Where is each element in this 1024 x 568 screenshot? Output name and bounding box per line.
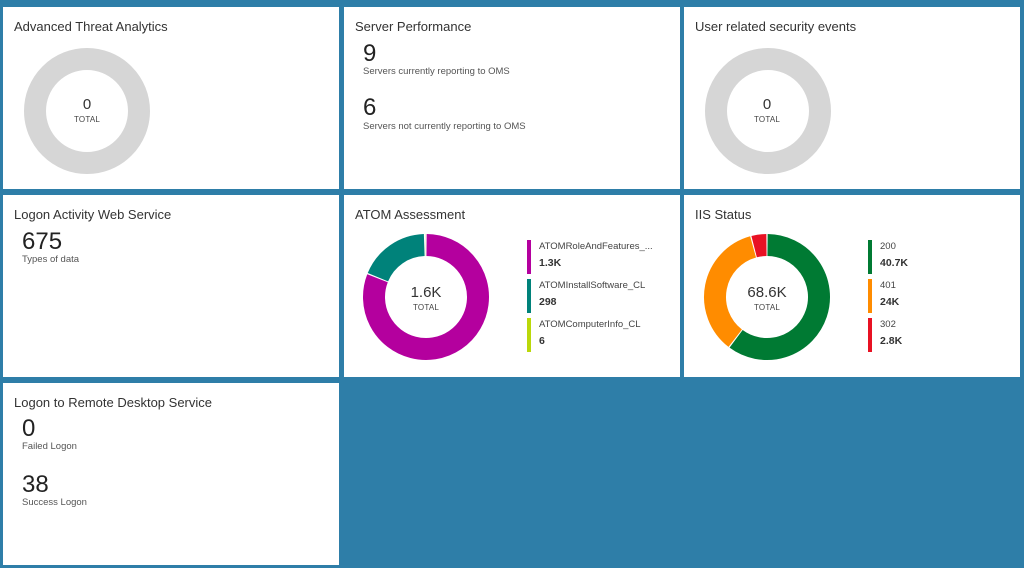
user-security-donut-empty-ring [705,48,831,174]
legend-value: 1.3K [539,257,562,269]
tile-logon-remote-desktop[interactable]: Logon to Remote Desktop Service 0 Failed… [3,383,339,565]
legend-swatch [868,240,872,274]
servers-not-reporting-label: Servers not currently reporting to OMS [363,121,526,132]
legend-item[interactable]: 302 2.8K [868,318,908,352]
tile-title: IIS Status [695,207,752,222]
rdp-success-count: 38 [22,471,49,498]
legend-item[interactable]: 401 24K [868,279,908,313]
ata-total-label: TOTAL [73,115,101,124]
tile-logon-activity-web-service[interactable]: Logon Activity Web Service 675 Types of … [3,195,339,377]
tile-title: User related security events [695,19,857,34]
legend-swatch [868,279,872,313]
atom-legend: ATOMRoleAndFeatures_... 1.3K ATOMInstall… [527,240,653,357]
tile-iis-status[interactable]: IIS Status 68.6K TOTAL 200 40.7K 401 24K… [684,195,1020,377]
user-security-total-value: 0 [762,96,772,113]
tile-advanced-threat-analytics[interactable]: Advanced Threat Analytics 0 TOTAL [3,7,339,189]
legend-name: ATOMInstallSoftware_CL [539,280,646,291]
tile-title: Logon Activity Web Service [14,207,172,222]
rdp-failed-label: Failed Logon [22,441,77,452]
iis-slice-302[interactable] [751,234,767,258]
iis-total-value: 68.6K [747,284,787,301]
iis-slice-200[interactable] [729,234,830,360]
servers-reporting-count: 9 [363,40,377,67]
legend-item[interactable]: ATOMInstallSoftware_CL 298 [527,279,653,313]
iis-donut-center: 68.6K TOTAL [717,284,817,312]
legend-value: 2.8K [880,335,903,347]
logon-web-count-label: Types of data [22,254,80,265]
user-security-donut-chart [705,48,831,174]
tile-title: Server Performance [355,19,472,34]
ata-donut-empty-ring [24,48,150,174]
rdp-failed-count: 0 [22,415,36,442]
tile-atom-assessment[interactable]: ATOM Assessment 1.6K TOTAL ATOMRoleAndFe… [344,195,680,377]
ata-donut-center: 0 TOTAL [37,96,137,124]
legend-name: ATOMRoleAndFeatures_... [539,241,653,252]
logon-web-count: 675 [22,228,63,255]
tile-server-performance[interactable]: Server Performance 9 Servers currently r… [344,7,680,189]
legend-item[interactable]: 200 40.7K [868,240,908,274]
legend-item[interactable]: ATOMComputerInfo_CL 6 [527,318,653,352]
legend-value: 40.7K [880,257,909,269]
legend-swatch [527,318,531,352]
rdp-success-label: Success Logon [22,497,87,508]
legend-swatch [868,318,872,352]
tile-title: ATOM Assessment [355,207,466,222]
tile-user-security-events[interactable]: User related security events 0 TOTAL [684,7,1020,189]
legend-swatch [527,279,531,313]
user-security-donut-center: 0 TOTAL [717,96,817,124]
atom-total-label: TOTAL [412,303,440,312]
atom-total-value: 1.6K [410,284,442,301]
legend-value: 298 [539,296,557,308]
legend-name: 401 [880,280,896,291]
ata-donut-chart [24,48,150,174]
legend-name: ATOMComputerInfo_CL [539,319,641,330]
legend-value: 24K [880,296,900,308]
legend-item[interactable]: ATOMRoleAndFeatures_... 1.3K [527,240,653,274]
legend-value: 6 [539,335,545,347]
iis-donut-chart [704,234,830,360]
legend-name: 302 [880,319,896,330]
tile-title: Advanced Threat Analytics [14,19,168,34]
servers-reporting-label: Servers currently reporting to OMS [363,66,510,77]
iis-legend: 200 40.7K 401 24K 302 2.8K [868,240,908,357]
user-security-total-label: TOTAL [753,115,781,124]
legend-name: 200 [880,241,896,252]
iis-total-label: TOTAL [753,303,781,312]
ata-total-value: 0 [82,96,92,113]
tile-title: Logon to Remote Desktop Service [14,395,212,410]
atom-slice-atomroleandfeatures[interactable] [363,234,489,360]
iis-slice-401[interactable] [704,236,757,347]
atom-donut-chart [363,234,489,360]
servers-not-reporting-count: 6 [363,94,377,121]
atom-slice-atominstallsoftware-cl[interactable] [367,234,426,282]
atom-donut-center: 1.6K TOTAL [376,284,476,312]
legend-swatch [527,240,531,274]
